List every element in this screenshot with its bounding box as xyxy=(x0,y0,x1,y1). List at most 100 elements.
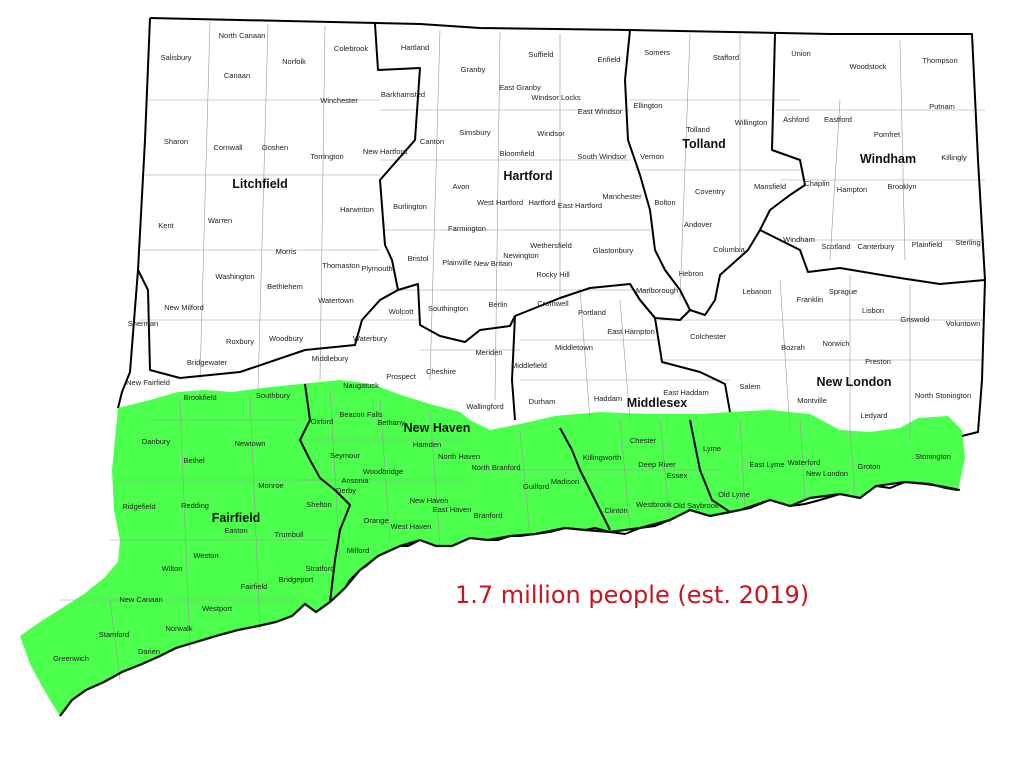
town-label-greenwich: Greenwich xyxy=(53,654,89,663)
town-label-morris: Morris xyxy=(276,247,297,256)
town-label-voluntown: Voluntown xyxy=(946,319,981,328)
town-label-north-stonington: North Stonington xyxy=(915,391,971,400)
new-haven-border xyxy=(299,383,351,603)
town-label-hebron: Hebron xyxy=(679,269,704,278)
town-label-haddam: Haddam xyxy=(594,394,622,403)
town-label-stratford: Stratford xyxy=(306,564,335,573)
town-label-west-haven: West Haven xyxy=(391,522,432,531)
town-label-canterbury: Canterbury xyxy=(857,242,894,251)
town-label-harwinton: Harwinton xyxy=(340,205,374,214)
town-label-groton: Groton xyxy=(858,462,881,471)
town-label-montville: Montville xyxy=(797,396,827,405)
town-label-westbrook: Westbrook xyxy=(636,500,672,509)
town-label-waterbury: Waterbury xyxy=(353,334,388,343)
highlighted-region xyxy=(20,380,965,716)
town-label-mansfield: Mansfield xyxy=(754,182,786,191)
town-label-branford: Branford xyxy=(474,511,503,520)
town-label-hartford: Hartford xyxy=(528,198,555,207)
town-label-lebanon: Lebanon xyxy=(742,287,771,296)
town-label-new-hartford: New Hartford xyxy=(363,147,407,156)
town-label-madison: Madison xyxy=(551,477,579,486)
town-label-east-hartford: East Hartford xyxy=(558,201,602,210)
town-label-thompson: Thompson xyxy=(922,56,957,65)
town-label-avon: Avon xyxy=(453,182,470,191)
county-label-new-london: New London xyxy=(817,375,892,389)
town-label-seymour: Seymour xyxy=(330,451,361,460)
town-label-chaplin: Chaplin xyxy=(804,179,829,188)
town-label-naugatuck: Naugatuck xyxy=(343,381,379,390)
town-label-east-granby: East Granby xyxy=(499,83,541,92)
town-label-bethany: Bethany xyxy=(377,418,405,427)
town-label-old-saybrook: Old Saybrook xyxy=(673,501,719,510)
town-label-hamden: Hamden xyxy=(413,440,441,449)
middlesex-border xyxy=(511,283,731,531)
town-label-winchester: Winchester xyxy=(320,96,358,105)
town-label-tolland: Tolland xyxy=(686,125,710,134)
town-label-newtown: Newtown xyxy=(235,439,266,448)
town-label-southington: Southington xyxy=(428,304,468,313)
town-label-deep-river: Deep River xyxy=(638,460,676,469)
town-label-east-hampton: East Hampton xyxy=(607,327,655,336)
county-label-hartford: Hartford xyxy=(503,169,552,183)
town-label-ledyard: Ledyard xyxy=(860,411,887,420)
population-annotation: 1.7 million people (est. 2019) xyxy=(455,581,809,609)
town-label-newington: Newington xyxy=(503,251,538,260)
town-label-burlington: Burlington xyxy=(393,202,427,211)
town-label-norfolk: Norfolk xyxy=(282,57,306,66)
town-label-salisbury: Salisbury xyxy=(161,53,192,62)
county-label-litchfield: Litchfield xyxy=(232,177,288,191)
town-label-prospect: Prospect xyxy=(386,372,417,381)
town-label-stamford: Stamford xyxy=(99,630,129,639)
town-label-hartland: Hartland xyxy=(401,43,429,52)
county-label-windham: Windham xyxy=(860,152,916,166)
town-label-north-branford: North Branford xyxy=(471,463,520,472)
town-label-east-windsor: East Windsor xyxy=(578,107,623,116)
town-label-essex: Essex xyxy=(667,471,688,480)
county-labels: Litchfield Hartford Tolland Windham Fairfiel… xyxy=(212,137,916,525)
town-label-windham: Windham xyxy=(783,235,815,244)
town-label-manchester: Manchester xyxy=(602,192,642,201)
town-label-wolcott: Wolcott xyxy=(389,307,415,316)
town-label-oxford: Oxford xyxy=(311,417,334,426)
town-label-woodstock: Woodstock xyxy=(850,62,887,71)
town-label-darien: Darien xyxy=(138,647,160,656)
town-label-east-lyme: East Lyme xyxy=(749,460,784,469)
town-label-suffield: Suffield xyxy=(529,50,554,59)
county-label-new-haven: New Haven xyxy=(404,421,471,435)
town-label-kent: Kent xyxy=(158,221,174,230)
town-label-cornwall: Cornwall xyxy=(213,143,243,152)
town-boundaries xyxy=(60,21,985,681)
town-label-danbury: Danbury xyxy=(142,437,171,446)
town-label-bridgewater: Bridgewater xyxy=(187,358,228,367)
town-label-cheshire: Cheshire xyxy=(426,367,456,376)
county-label-tolland: Tolland xyxy=(682,137,726,151)
town-label-scotland: Scotland xyxy=(821,242,850,251)
town-label-pomfret: Pomfret xyxy=(874,130,901,139)
town-label-sherman: Sherman xyxy=(128,319,158,328)
town-label-sprague: Sprague xyxy=(829,287,857,296)
tolland-border xyxy=(689,33,806,316)
town-label-andover: Andover xyxy=(684,220,712,229)
town-label-shelton: Shelton xyxy=(306,500,331,509)
town-label-wethersfield: Wethersfield xyxy=(530,241,572,250)
town-label-bolton: Bolton xyxy=(654,198,675,207)
town-label-brookfield: Brookfield xyxy=(183,393,216,402)
town-label-willington: Willington xyxy=(735,118,768,127)
town-label-sharon: Sharon xyxy=(164,137,188,146)
town-label-wallingford: Wallingford xyxy=(466,402,503,411)
town-label-trumbull: Trumbull xyxy=(275,530,304,539)
town-label-farmington: Farmington xyxy=(448,224,486,233)
town-label-new-fairfield: New Fairfield xyxy=(126,378,170,387)
town-label-windsor: Windsor xyxy=(537,129,565,138)
town-label-new-london: New London xyxy=(806,469,848,478)
town-label-new-britain: New Britain xyxy=(474,259,512,268)
town-label-southbury: Southbury xyxy=(256,391,290,400)
town-label-watertown: Watertown xyxy=(318,296,354,305)
town-label-middlebury: Middlebury xyxy=(312,354,349,363)
town-label-woodbury: Woodbury xyxy=(269,334,303,343)
town-label-east-haven: East Haven xyxy=(433,505,472,514)
town-label-orange: Orange xyxy=(363,516,388,525)
town-label-rocky-hill: Rocky Hill xyxy=(536,270,570,279)
town-label-torrington: Torrington xyxy=(310,152,343,161)
town-label-somers: Somers xyxy=(644,48,670,57)
